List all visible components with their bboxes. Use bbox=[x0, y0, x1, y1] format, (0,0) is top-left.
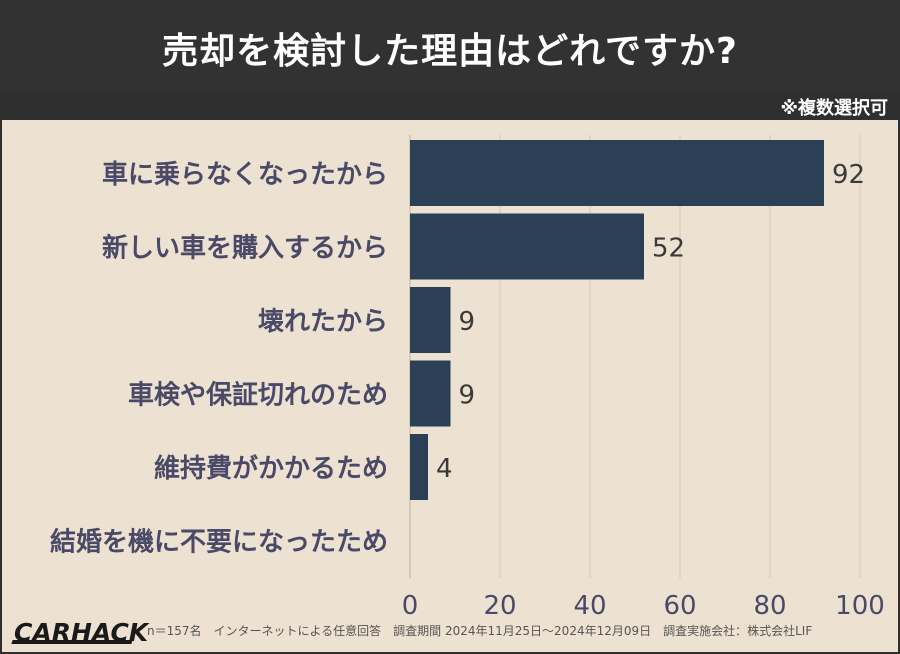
data-label: 92 bbox=[832, 160, 865, 190]
bar bbox=[410, 287, 451, 353]
bar bbox=[410, 360, 451, 427]
page-title: 売却を検討した理由はどれですか? bbox=[162, 31, 738, 72]
category-label: 維持費がかかるため bbox=[154, 453, 388, 484]
data-label: 9 bbox=[459, 307, 476, 337]
category-label: 結婚を機に不要になったため bbox=[50, 527, 388, 558]
x-tick-label: 40 bbox=[573, 591, 606, 621]
bar bbox=[410, 434, 428, 500]
x-tick-label: 100 bbox=[835, 591, 885, 621]
bar bbox=[410, 213, 644, 280]
category-label: 車検や保証切れのため bbox=[128, 380, 388, 411]
data-label: 52 bbox=[652, 234, 685, 264]
data-label: 4 bbox=[436, 454, 453, 484]
category-label: 車に乗らなくなったから bbox=[102, 160, 388, 190]
multiple-choice-note: ※複数選択可 bbox=[780, 98, 889, 119]
logo-underline bbox=[11, 640, 133, 644]
category-label: 新しい車を購入するから bbox=[102, 233, 388, 264]
header: 売却を検討した理由はどれですか? bbox=[0, 0, 900, 92]
data-label: 9 bbox=[459, 381, 476, 411]
bar bbox=[410, 140, 824, 206]
category-label: 壊れたから bbox=[258, 307, 388, 337]
survey-footnote: n＝157名 インターネットによる任意回答 調査期間 2024年11月25日〜2… bbox=[147, 624, 813, 638]
x-tick-label: 80 bbox=[753, 591, 786, 621]
x-tick-label: 60 bbox=[663, 591, 696, 621]
x-tick-label: 20 bbox=[483, 591, 516, 621]
x-tick-label: 0 bbox=[402, 591, 419, 621]
